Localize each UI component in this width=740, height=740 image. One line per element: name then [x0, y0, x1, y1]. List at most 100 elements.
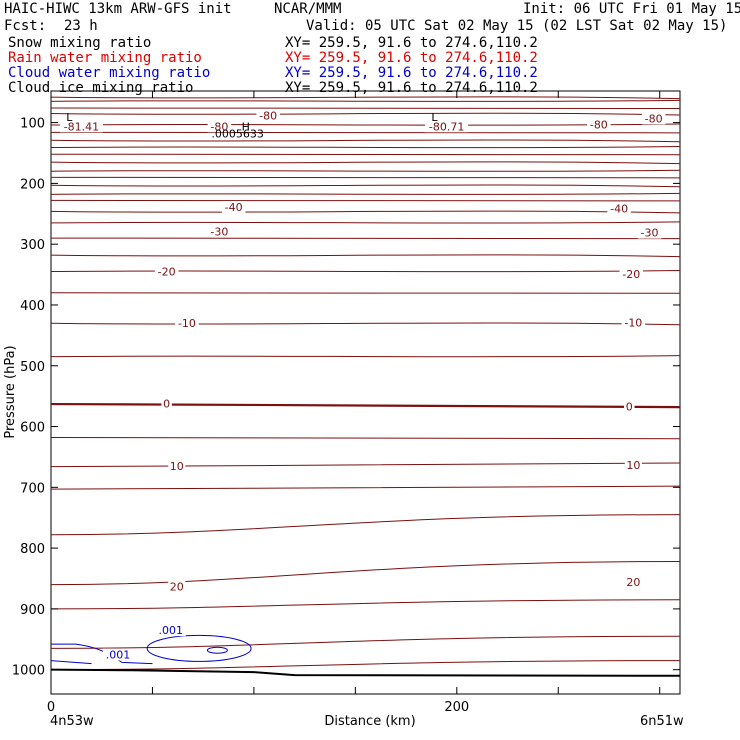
- y-tick-label: 600: [20, 421, 45, 436]
- field-xy-cloud-water: XY= 259.5, 91.6 to 274.6,110.2: [285, 65, 538, 81]
- cloud-water-contour: [51, 643, 153, 665]
- y-tick-label: 700: [20, 481, 45, 496]
- isotherm-line: [50, 210, 681, 214]
- temperature-contours: [50, 96, 681, 671]
- isotherm-line: [50, 107, 681, 110]
- field-xy-cloud-ice: XY= 259.5, 91.6 to 274.6,110.2: [285, 80, 538, 96]
- isotherm-line: [50, 112, 681, 116]
- chart-title: HAIC-HIWC 13km ARW-GFS init: [4, 1, 232, 17]
- y-tick-label: 900: [20, 603, 45, 618]
- contour-label: 20: [170, 580, 184, 593]
- field-name-rain: Rain water mixing ratio: [8, 50, 202, 66]
- contour-label-bg: [641, 112, 666, 125]
- field-xy-rain: XY= 259.5, 91.6 to 274.6,110.2: [285, 50, 538, 66]
- isotherm-line: [50, 635, 681, 649]
- isotherm-line: [50, 462, 681, 468]
- contour-label: H: [242, 120, 250, 133]
- forecast-label: Fcst:: [4, 18, 47, 34]
- isotherm-line: [50, 161, 681, 165]
- contour-label-bg: [624, 576, 642, 589]
- isotherm-line: [50, 131, 681, 134]
- contour-label-bg: [624, 458, 642, 471]
- contour-label-bg: [168, 460, 186, 473]
- contour-label-bg: [207, 120, 232, 133]
- y-tick-label: 1000: [12, 664, 45, 679]
- isotherm-line: [50, 254, 681, 258]
- contour-label: 10: [170, 460, 184, 473]
- organization-label: NCAR/MMM: [274, 1, 342, 17]
- x-endpoint-left: 4n53w: [50, 714, 94, 729]
- isotherm-line: [50, 99, 681, 102]
- isotherm-line: [50, 322, 681, 326]
- contour-label-bg: [207, 225, 232, 238]
- contour-label: -40: [225, 201, 243, 214]
- contour-label: -80: [210, 120, 228, 133]
- y-axis-label: Pressure (hPa): [3, 345, 18, 438]
- isotherm-line: [50, 192, 681, 195]
- contour-label-bg: [161, 397, 172, 410]
- contour-label: -30: [210, 225, 228, 238]
- y-tick-label: 100: [20, 117, 45, 132]
- isotherm-line: [50, 514, 681, 536]
- isotherm-line: [50, 436, 681, 440]
- isotherm-line: [50, 270, 681, 273]
- contour-label: -20: [622, 268, 640, 281]
- contour-label-bg: [154, 265, 179, 278]
- contour-label-bg: [624, 400, 635, 413]
- contour-label: .001: [158, 624, 183, 637]
- contour-label-bg: [621, 316, 646, 329]
- isotherm-line: [50, 123, 681, 126]
- contour-label-bg: [425, 120, 469, 133]
- contour-label: -20: [158, 266, 176, 279]
- isotherm-line: [50, 355, 681, 358]
- valid-time: Valid: 05 UTC Sat 02 May 15 (02 LST Sat …: [306, 18, 728, 34]
- contour-label: -10: [178, 317, 196, 330]
- contour-label: -81.41: [64, 120, 99, 133]
- isotherm-line: [50, 292, 681, 294]
- forecast-hours: 23 h: [64, 18, 98, 34]
- contour-label: .001: [106, 648, 131, 661]
- contour-label-bg: [102, 648, 133, 661]
- contour-label: -80: [590, 118, 608, 131]
- contour-label: -80: [259, 109, 277, 122]
- field-name-cloud-water: Cloud water mixing ratio: [8, 65, 211, 81]
- contour-label-bg: [168, 580, 186, 593]
- contour-label: L: [66, 111, 73, 124]
- contour-label-bg: [155, 624, 186, 637]
- isotherm-line: [50, 402, 681, 409]
- field-name-cloud-ice: Cloud ice mixing ratio: [8, 80, 194, 96]
- x-tick-label: 200: [444, 700, 469, 715]
- y-tick-label: 500: [20, 360, 45, 375]
- y-tick-label: 200: [20, 177, 45, 192]
- y-tick-label: 800: [20, 542, 45, 557]
- field-xy-snow: XY= 259.5, 91.6 to 274.6,110.2: [285, 35, 538, 51]
- isotherm-line: [50, 599, 681, 610]
- contour-label: -80.71: [429, 120, 464, 133]
- contour-label-bg: [256, 109, 280, 122]
- isotherm-line: [50, 199, 681, 202]
- cloud-water-contour: [206, 646, 228, 654]
- contour-label: L: [431, 111, 438, 124]
- cloud-water-contours: [50, 634, 252, 665]
- cloud-water-contour: [50, 660, 92, 665]
- isotherm-line: [50, 139, 681, 143]
- x-endpoint-right: 6n51w: [640, 714, 684, 729]
- contour-label-bg: [619, 267, 644, 280]
- isotherm-line: [50, 169, 681, 172]
- contour-label: 20: [626, 576, 640, 589]
- contour-label: 10: [626, 459, 640, 472]
- isotherm-line: [50, 176, 681, 179]
- contour-label: -80: [645, 112, 663, 125]
- contour-label: .0005633: [211, 128, 264, 141]
- isotherm-line: [50, 221, 681, 224]
- contour-label-bg: [637, 226, 662, 239]
- isotherm-line: [50, 560, 681, 586]
- contour-label-bg: [175, 317, 199, 330]
- contour-label: -10: [624, 317, 642, 330]
- contour-label: -30: [641, 227, 659, 240]
- isotherm-line: [50, 146, 681, 149]
- cloud-water-contour: [146, 634, 252, 662]
- y-tick-label: 400: [20, 299, 45, 314]
